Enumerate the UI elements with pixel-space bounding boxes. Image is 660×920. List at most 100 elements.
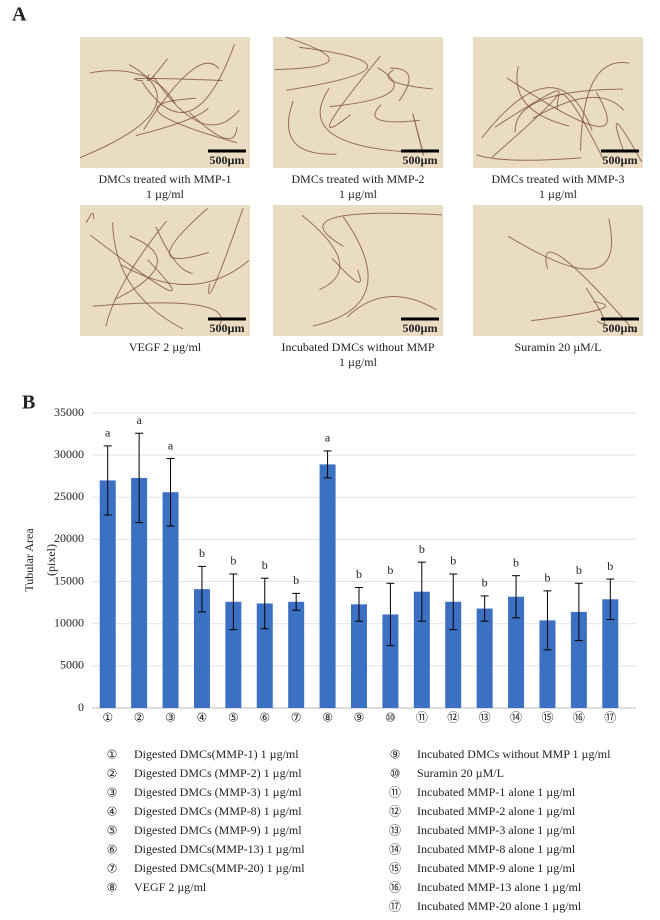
bar: [445, 601, 462, 708]
legend-number: ⑦: [107, 862, 118, 876]
annotation: b: [419, 542, 425, 556]
legend-label: Digested DMCs (MMP-9) 1 µg/ml: [134, 823, 302, 837]
legend-label: VEGF 2 µg/ml: [134, 880, 207, 894]
annotation: b: [482, 576, 488, 590]
annotation: a: [136, 413, 142, 427]
y-tick-label: 10000: [54, 615, 84, 629]
x-tick-label: ①: [102, 711, 113, 725]
caption: DMCs treated with MMP-3: [492, 172, 625, 186]
legend-number: ⑫: [389, 805, 401, 819]
bar: [256, 603, 273, 708]
vessel: [286, 46, 369, 91]
legend-label: Digested DMCs (MMP-3) 1 µg/ml: [134, 785, 302, 799]
vessel: [322, 212, 442, 247]
legend-label: Digested DMCs (MMP-8) 1 µg/ml: [134, 804, 302, 818]
annotation: a: [105, 426, 111, 440]
legend-number: ⑥: [107, 843, 118, 857]
x-tick-label: ⑪: [416, 711, 428, 725]
legend-label: Digested DMCs(MMP-20) 1 µg/ml: [134, 861, 305, 875]
vessel: [85, 213, 95, 224]
annotation: a: [325, 431, 331, 445]
legend-number: ⑰: [389, 900, 401, 914]
vessel: [374, 104, 420, 123]
vessel: [580, 61, 630, 152]
legend-label: Digested DMCs(MMP-13) 1 µg/ml: [134, 842, 305, 856]
legend-label: Incubated MMP-20 alone 1 µg/ml: [417, 899, 582, 913]
x-tick-label: ⑭: [510, 711, 522, 725]
x-tick-label: ⑤: [228, 711, 239, 725]
vessel: [531, 301, 606, 322]
caption: 1 µg/ml: [339, 187, 378, 201]
bar: [193, 589, 210, 708]
vessel: [141, 44, 235, 113]
vessel: [133, 77, 223, 82]
legend-label: Incubated MMP-2 alone 1 µg/ml: [417, 804, 576, 818]
bar: [131, 477, 148, 708]
annotation: b: [513, 555, 519, 569]
legend-number: ⑤: [107, 824, 118, 838]
annotation: b: [199, 546, 205, 560]
legend-number: ⑬: [389, 824, 401, 838]
x-tick-label: ③: [165, 711, 176, 725]
vessel: [105, 220, 167, 327]
y-axis-label: Tubular Area: [22, 528, 36, 592]
legend-label: Digested DMCs(MMP-1) 1 µg/ml: [134, 747, 299, 761]
vessel: [346, 296, 437, 318]
vessel: [155, 226, 193, 274]
x-tick-label: ⑥: [259, 711, 270, 725]
scale-label: 500µm: [210, 153, 245, 167]
vessel: [328, 55, 381, 128]
micrograph: [80, 205, 250, 336]
legend-label: Incubated MMP-13 alone 1 µg/ml: [417, 880, 582, 894]
vessel: [312, 216, 369, 327]
caption: Incubated DMCs without MMP: [282, 340, 435, 354]
vessel: [412, 113, 424, 157]
vessel: [189, 112, 238, 140]
bar: [476, 608, 493, 708]
annotation: b: [576, 563, 582, 577]
annotation: a: [168, 438, 174, 452]
x-tick-label: ⑯: [573, 711, 585, 725]
y-tick-label: 30000: [54, 447, 84, 461]
micrograph: [473, 205, 643, 336]
vessel: [288, 100, 337, 155]
y-tick-label: 0: [78, 700, 84, 714]
vessel: [545, 251, 637, 334]
x-tick-label: ④: [197, 711, 208, 725]
legend-number: ④: [107, 805, 118, 819]
bar: [319, 464, 336, 708]
vessel: [169, 208, 209, 260]
y-tick-label: 20000: [54, 531, 84, 545]
vessel: [274, 36, 330, 71]
vessel: [476, 154, 582, 161]
x-tick-label: ⑧: [322, 711, 333, 725]
legend-label: Incubated MMP-3 alone 1 µg/ml: [417, 823, 576, 837]
vessel: [389, 67, 410, 102]
bar: [570, 611, 587, 708]
caption: VEGF 2 µg/ml: [129, 340, 202, 354]
caption: 1 µg/ml: [539, 187, 578, 201]
vessel: [143, 62, 220, 131]
annotation: b: [544, 571, 550, 585]
annotation: b: [230, 554, 236, 568]
legend-label: Digested DMCs (MMP-2) 1 µg/ml: [134, 766, 302, 780]
x-tick-label: ⑰: [604, 711, 616, 725]
vessel: [532, 96, 625, 119]
vessel: [156, 97, 237, 144]
vessel: [516, 66, 570, 127]
vessel: [146, 58, 168, 82]
x-tick-label: ⑬: [479, 711, 491, 725]
annotation: b: [387, 563, 393, 577]
annotation: b: [293, 573, 299, 587]
legend-number: ⑨: [390, 748, 401, 762]
panel-label: A: [12, 4, 27, 26]
x-tick-label: ⑦: [291, 711, 302, 725]
vessel: [208, 208, 244, 295]
vessel: [301, 214, 341, 291]
x-tick-label: ②: [134, 711, 145, 725]
annotation: b: [450, 554, 456, 568]
vessel: [329, 67, 395, 108]
x-tick-label: ⑩: [385, 711, 396, 725]
